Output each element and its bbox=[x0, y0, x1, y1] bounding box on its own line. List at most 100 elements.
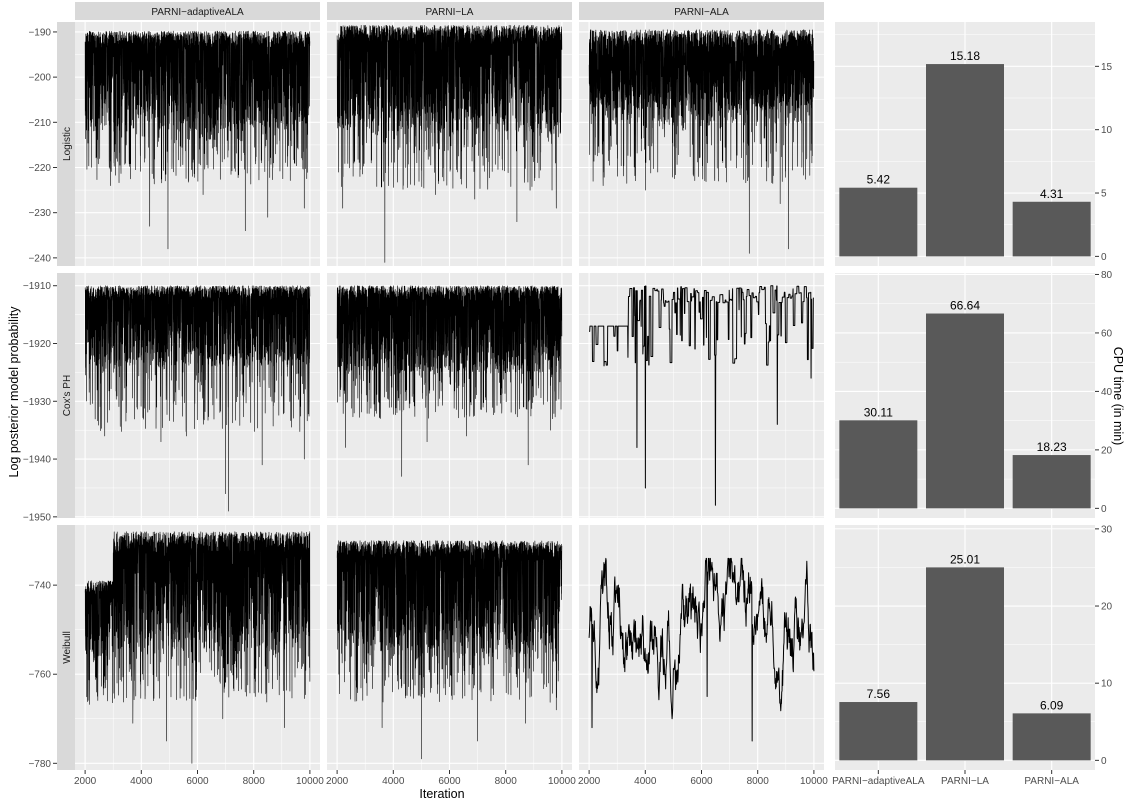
bar-logistic-parni-adaptiveala bbox=[839, 187, 918, 257]
facet-strip-label: PARNI−adaptiveALA bbox=[151, 7, 244, 18]
x-tick-label: 8000 bbox=[495, 776, 518, 787]
facet-strip-label: PARNI−ALA bbox=[674, 7, 729, 18]
row-strip-label: Logistic bbox=[62, 127, 73, 161]
x-tick-label: 10000 bbox=[296, 776, 324, 787]
trace-line-logistic-parni-la bbox=[336, 24, 563, 263]
bar-logistic-parni-ala bbox=[1012, 201, 1091, 257]
row-strip-bg bbox=[57, 22, 75, 266]
bar-value-label: 6.09 bbox=[1040, 698, 1064, 712]
trace-panel-cox-s-ph-parni-la bbox=[327, 273, 572, 518]
y-tick-label-right: 0 bbox=[1101, 252, 1107, 263]
bar-value-label: 15.18 bbox=[950, 49, 980, 63]
bar-cox-s-ph-parni-adaptiveala bbox=[839, 420, 918, 509]
trace-line-weibull-parni-adaptiveala bbox=[84, 531, 311, 764]
row-strip-logistic: Logistic bbox=[57, 22, 75, 266]
bar-panel-weibull: 7.56 25.01 6.09 bbox=[835, 525, 1095, 770]
bar-value-label: 5.42 bbox=[867, 173, 891, 187]
y-tick-label: −740 bbox=[28, 581, 51, 592]
x-tick-label: 8000 bbox=[747, 776, 770, 787]
y-tick-label: −1930 bbox=[23, 397, 52, 408]
facet-strip-parni-ala: PARNI−ALA bbox=[579, 2, 824, 20]
y-tick-label: −780 bbox=[28, 759, 51, 770]
trace-panel-logistic-parni-adaptiveala bbox=[75, 22, 320, 266]
bar-value-label: 4.31 bbox=[1040, 187, 1064, 201]
y-tick-label: −1910 bbox=[23, 281, 52, 292]
y-tick-label: −220 bbox=[28, 163, 51, 174]
trace-panel-weibull-parni-ala bbox=[579, 525, 824, 770]
bar-weibull-parni-ala bbox=[1012, 713, 1091, 761]
y-tick-label-right: 0 bbox=[1101, 756, 1107, 767]
facet-strip-bg bbox=[327, 2, 572, 20]
bar-cox-s-ph-parni-ala bbox=[1012, 455, 1091, 509]
trace-panel-cox-s-ph-parni-adaptiveala bbox=[75, 273, 320, 518]
trace-panel-weibull-parni-la bbox=[327, 525, 572, 770]
y-tick-label-right: 80 bbox=[1101, 270, 1113, 281]
bar-category-label: PARNI−LA bbox=[941, 776, 989, 787]
x-tick-label: 8000 bbox=[243, 776, 266, 787]
y-tick-label-right: 15 bbox=[1101, 62, 1113, 73]
trace-line-cox-s-ph-parni-adaptiveala bbox=[84, 285, 311, 512]
y-tick-label: −1920 bbox=[23, 339, 52, 350]
x-tick-label: 4000 bbox=[382, 776, 405, 787]
trace-panel-weibull-parni-adaptiveala bbox=[75, 525, 320, 770]
trace-panel-logistic-parni-la bbox=[327, 22, 572, 266]
x-tick-label: 10000 bbox=[548, 776, 576, 787]
trace-panel-logistic-parni-ala bbox=[579, 22, 824, 266]
y-tick-label: −200 bbox=[28, 73, 51, 84]
facet-strip-bg bbox=[579, 2, 824, 20]
bar-value-label: 66.64 bbox=[950, 299, 980, 313]
bar-panel-logistic: 5.42 15.18 4.31 bbox=[835, 22, 1095, 266]
y-tick-label-right: 0 bbox=[1101, 504, 1107, 515]
bar-weibull-parni-la bbox=[926, 567, 1004, 761]
y-axis-right-title: CPU time (in min) bbox=[1111, 347, 1125, 446]
bar-logistic-parni-la bbox=[926, 64, 1004, 257]
x-tick-label: 2000 bbox=[578, 776, 601, 787]
y-tick-label-right: 10 bbox=[1101, 125, 1113, 136]
bar-category-label: PARNI−ALA bbox=[1024, 776, 1079, 787]
y-tick-label: −760 bbox=[28, 670, 51, 681]
bar-value-label: 7.56 bbox=[867, 687, 891, 701]
bar-category-label: PARNI−adaptiveALA bbox=[832, 776, 925, 787]
x-tick-label: 2000 bbox=[74, 776, 97, 787]
bar-cox-s-ph-parni-la bbox=[926, 313, 1004, 509]
y-axis-left-title: Log posterior model probability bbox=[7, 306, 21, 478]
x-tick-label: 6000 bbox=[690, 776, 713, 787]
y-tick-label: −230 bbox=[28, 208, 51, 219]
y-tick-label: −240 bbox=[28, 253, 51, 264]
row-strip-bg bbox=[57, 525, 75, 770]
x-tick-label: 6000 bbox=[186, 776, 209, 787]
row-strip-weibull: Weibull bbox=[57, 525, 75, 770]
x-axis-title: Iteration bbox=[419, 787, 464, 801]
bar-value-label: 30.11 bbox=[864, 405, 893, 419]
y-tick-label: −210 bbox=[28, 118, 51, 129]
trace-line-logistic-parni-ala bbox=[588, 29, 815, 254]
bar-value-label: 18.23 bbox=[1037, 440, 1067, 454]
row-strip-label: Weibull bbox=[62, 631, 73, 664]
y-tick-label-right: 10 bbox=[1101, 679, 1113, 690]
y-tick-label-right: 40 bbox=[1101, 387, 1113, 398]
x-tick-label: 4000 bbox=[130, 776, 153, 787]
y-tick-label: −1940 bbox=[23, 455, 52, 466]
panels-layer: PARNI−adaptiveALA PARNI−LA PARNI−ALA Logist… bbox=[23, 2, 1113, 787]
x-tick-label: 6000 bbox=[438, 776, 461, 787]
trace-line-logistic-parni-adaptiveala bbox=[84, 30, 311, 250]
facet-strip-parni-la: PARNI−LA bbox=[327, 2, 572, 20]
x-tick-label: 10000 bbox=[800, 776, 828, 787]
bar-value-label: 25.01 bbox=[950, 552, 980, 566]
row-strip-cox-s-ph: Cox's PH bbox=[57, 273, 75, 518]
y-tick-label-right: 30 bbox=[1101, 524, 1113, 535]
bar-weibull-parni-adaptiveala bbox=[839, 702, 918, 761]
x-tick-label: 4000 bbox=[634, 776, 657, 787]
row-strip-bg bbox=[57, 273, 75, 518]
y-tick-label-right: 20 bbox=[1101, 445, 1113, 456]
facet-strip-label: PARNI−LA bbox=[426, 7, 474, 18]
y-tick-label-right: 5 bbox=[1101, 189, 1107, 200]
trace-line-cox-s-ph-parni-ala bbox=[588, 285, 815, 506]
trace-line-weibull-parni-la bbox=[336, 540, 563, 760]
trace-panel-cox-s-ph-parni-ala bbox=[579, 273, 824, 518]
y-tick-label-right: 20 bbox=[1101, 602, 1113, 613]
trace-line-cox-s-ph-parni-la bbox=[336, 285, 563, 477]
bar-panel-cox-s-ph: 30.11 66.64 18.23 bbox=[835, 273, 1095, 518]
trace-line-weibull-parni-ala bbox=[588, 557, 815, 742]
